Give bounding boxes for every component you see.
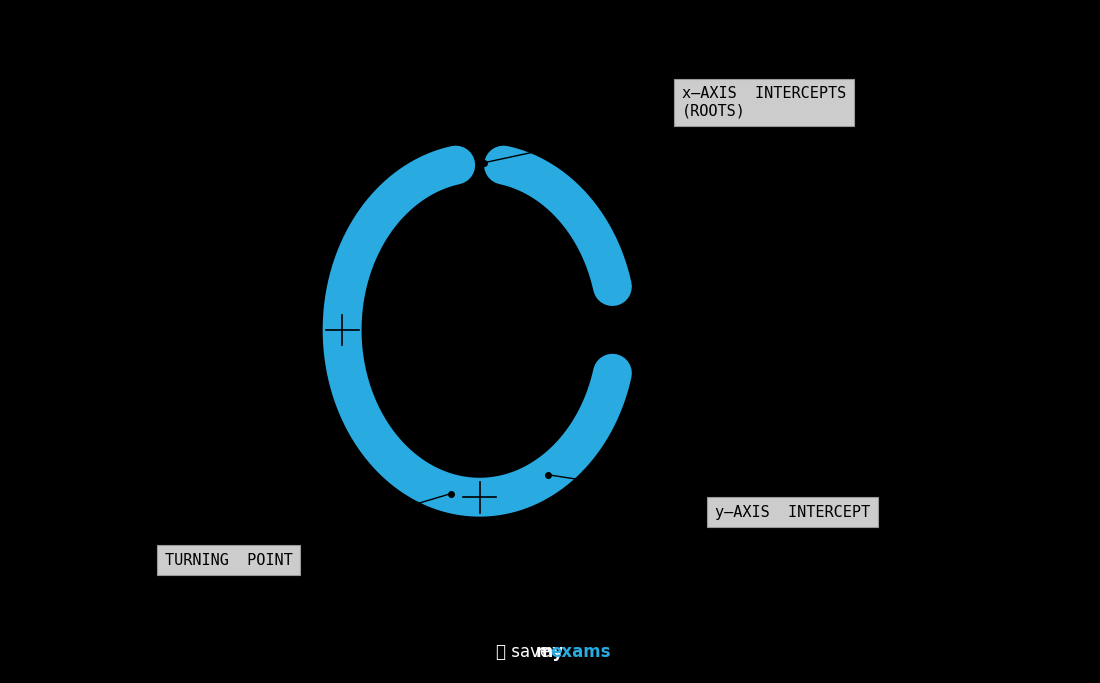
Text: x–AXIS  INTERCEPTS
(ROOTS): x–AXIS INTERCEPTS (ROOTS) — [487, 86, 846, 162]
Text: Ⓢ save: Ⓢ save — [496, 643, 550, 661]
Text: exams: exams — [550, 643, 610, 661]
Text: my: my — [536, 643, 564, 661]
Text: TURNING  POINT: TURNING POINT — [165, 494, 449, 568]
Text: y–AXIS  INTERCEPT: y–AXIS INTERCEPT — [551, 475, 870, 520]
